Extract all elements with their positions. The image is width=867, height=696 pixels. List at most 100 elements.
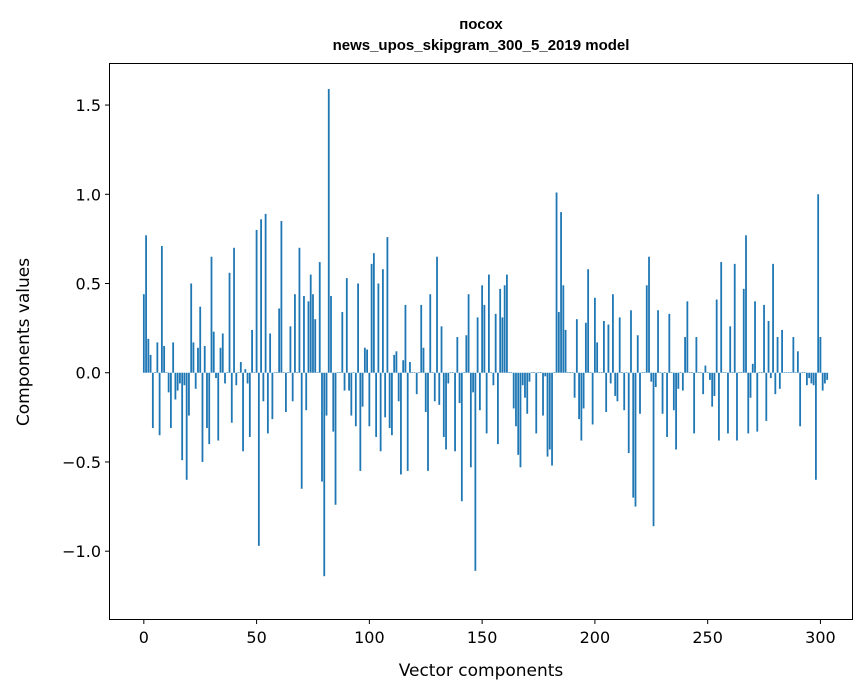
bar (515, 372, 517, 427)
bar (697, 372, 700, 373)
bar (429, 294, 432, 373)
bar (767, 320, 770, 373)
y-axis-label: Components values (14, 258, 34, 426)
bar (206, 372, 208, 429)
bar (224, 372, 226, 384)
bar (291, 372, 294, 402)
bar (578, 372, 580, 420)
bar (287, 372, 290, 373)
bar (199, 306, 202, 373)
bar (336, 372, 339, 373)
bar (321, 372, 323, 482)
bar (463, 372, 465, 373)
bar (395, 351, 398, 373)
bar (693, 372, 696, 434)
bar (688, 372, 691, 373)
bar (623, 372, 626, 411)
bar (179, 372, 181, 384)
bar (386, 237, 389, 373)
x-axis-ticks: 0 50 100 150 200 250 300 (139, 619, 836, 647)
bar (702, 372, 705, 395)
bar (332, 372, 335, 432)
bar (711, 372, 714, 407)
bar (285, 372, 287, 412)
bar (614, 372, 617, 396)
bar (494, 313, 497, 373)
bar (264, 213, 267, 373)
bar (501, 317, 504, 373)
bar (409, 362, 411, 373)
bar (616, 372, 619, 402)
bar (686, 301, 689, 373)
bar (147, 338, 150, 373)
bar (819, 337, 822, 373)
bar (451, 372, 454, 373)
bar (537, 372, 540, 373)
bar (672, 372, 675, 411)
y-tick-label: 0.5 (76, 275, 101, 294)
bar (526, 372, 529, 414)
bar (149, 354, 152, 373)
y-tick-label: −1.0 (62, 542, 101, 561)
bar (490, 372, 493, 373)
bar (440, 326, 443, 373)
x-tick-label: 50 (246, 628, 266, 647)
bar (377, 283, 380, 373)
bar (598, 372, 601, 373)
bar (418, 372, 420, 373)
bar (303, 295, 305, 373)
bar (603, 320, 605, 373)
bar (352, 372, 355, 373)
bar (194, 372, 197, 389)
bar (639, 372, 641, 414)
y-axis-ticks: −1.0 −0.5 0.0 0.5 1.0 1.5 (62, 96, 110, 561)
bar (300, 372, 303, 489)
bar (593, 297, 596, 373)
bar (427, 372, 429, 471)
bar (587, 269, 590, 373)
bar (343, 372, 346, 391)
bar (318, 262, 321, 373)
bar (156, 342, 159, 373)
bar (406, 372, 409, 471)
x-tick-label: 100 (354, 628, 385, 647)
bar (704, 365, 707, 373)
bar (663, 372, 666, 373)
bar (740, 372, 743, 373)
bar (226, 372, 229, 373)
bar (573, 372, 576, 398)
bar (600, 372, 603, 373)
bar (826, 372, 829, 380)
bar (278, 308, 281, 373)
bar (181, 372, 184, 461)
bar (718, 372, 720, 441)
bar (720, 262, 723, 373)
bar (402, 360, 405, 373)
bar (393, 354, 396, 373)
bar (203, 345, 206, 373)
bar (370, 263, 373, 373)
bar (817, 194, 820, 373)
bar (824, 372, 826, 384)
bar (492, 372, 495, 386)
bar (765, 372, 768, 421)
bar (808, 372, 811, 379)
bar (239, 362, 242, 373)
bar (729, 326, 732, 373)
bar (341, 312, 344, 373)
bar (528, 372, 531, 382)
bar (449, 372, 452, 373)
bar (188, 372, 190, 416)
bar (641, 372, 644, 373)
bar (564, 329, 567, 373)
bar (810, 372, 813, 384)
bar (384, 372, 387, 418)
bar (307, 301, 310, 373)
bar (670, 372, 673, 373)
bar (445, 372, 447, 450)
bar (167, 372, 170, 393)
bar (381, 269, 384, 373)
bar (142, 294, 145, 373)
bar (659, 372, 662, 373)
bar (821, 372, 824, 391)
